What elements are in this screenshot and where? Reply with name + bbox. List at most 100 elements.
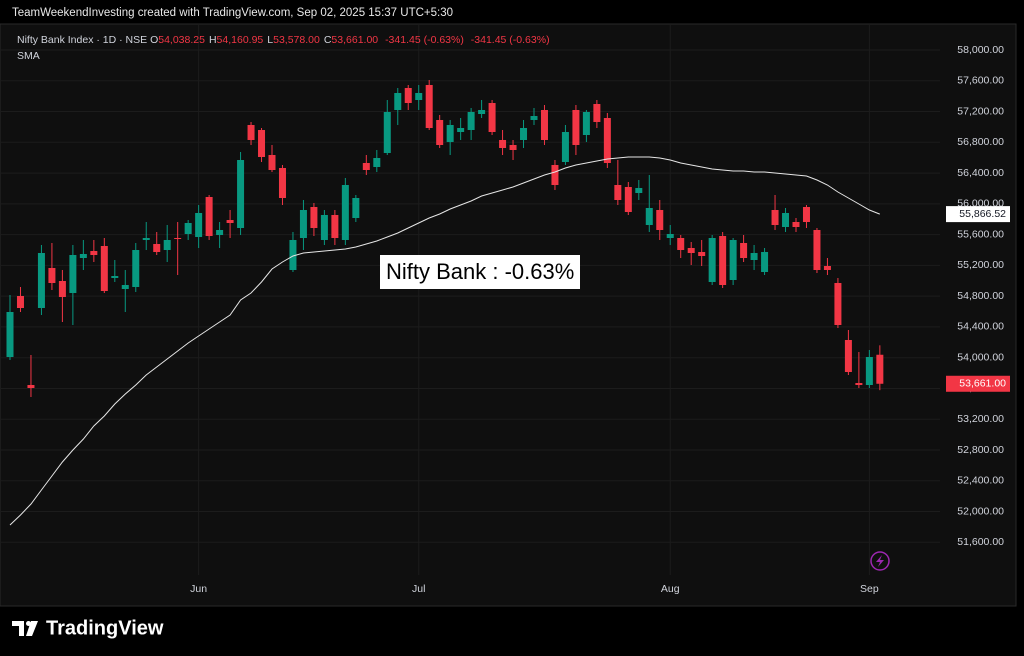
candle-body — [844, 340, 852, 372]
candle-body — [6, 312, 14, 357]
candle-body — [163, 240, 171, 250]
y-tick-label: 52,000.00 — [957, 505, 1004, 517]
candle-body — [195, 213, 203, 237]
candle-body — [635, 188, 643, 193]
candle-body — [855, 383, 863, 385]
y-tick-label: 58,000.00 — [957, 44, 1004, 56]
candle-body — [268, 155, 276, 170]
candle-body — [184, 223, 192, 234]
y-tick-label: 52,400.00 — [957, 475, 1004, 487]
header-text: TeamWeekendInvesting created with Tradin… — [12, 7, 453, 19]
candle-body — [320, 215, 328, 240]
ohlc-key: H — [208, 34, 217, 46]
y-tick-label: 56,800.00 — [957, 136, 1004, 148]
candle-body — [876, 354, 884, 384]
y-tick-label: 52,800.00 — [957, 444, 1004, 456]
candle-body — [499, 140, 507, 148]
candle-body — [289, 240, 297, 270]
candle-body — [593, 104, 601, 122]
ohlc-key: C — [323, 34, 332, 46]
candle-body — [509, 145, 517, 150]
x-tick-label: Aug — [661, 583, 680, 595]
candle-body — [457, 128, 465, 132]
candle-body — [153, 244, 161, 252]
x-tick-label: Jul — [412, 583, 425, 595]
y-tick-label: 54,800.00 — [957, 290, 1004, 302]
symbol: Nifty Bank Index · 1D · NSE — [17, 34, 148, 46]
chart-panel — [0, 23, 1017, 607]
ohlc-value: 53,661.00 — [331, 34, 379, 46]
candle-body — [436, 120, 444, 145]
candle-body — [79, 254, 87, 258]
candle-body — [561, 132, 569, 162]
ohlc-key: L — [267, 34, 274, 46]
candle-body — [782, 213, 790, 227]
candle-body — [698, 252, 706, 256]
candle-body — [100, 246, 108, 291]
legend-row: Nifty Bank Index · 1D · NSE O54,038.25 H5… — [17, 34, 554, 46]
candle-body — [90, 251, 98, 255]
x-tick-label: Sep — [860, 583, 879, 595]
candle-body — [331, 215, 339, 238]
candle-body — [446, 125, 454, 142]
candle-body — [520, 128, 528, 140]
candle-body — [802, 207, 810, 222]
candle-body — [677, 238, 685, 250]
candle-body — [865, 357, 873, 385]
alert-bolt — [876, 555, 884, 567]
ohlc-value: 53,578.00 — [273, 34, 320, 46]
sma-line — [9, 156, 880, 526]
candle-body — [383, 112, 391, 153]
ohlc: O54,038.25 H54,160.95 L53,578.00 C53,661.00 — [150, 34, 382, 46]
candle-body — [58, 281, 66, 297]
candle-body — [69, 255, 77, 293]
candle-body — [362, 163, 370, 170]
plot — [6, 80, 884, 526]
candle-body — [761, 252, 769, 272]
candle-body — [478, 110, 486, 114]
candle-body — [687, 248, 695, 253]
candle-body — [551, 165, 559, 185]
candle-body — [530, 116, 538, 120]
candle-body — [708, 238, 716, 282]
y-tick-label: 55,200.00 — [957, 259, 1004, 271]
candle-body — [488, 103, 496, 132]
candle-body — [394, 93, 402, 110]
candle-body — [352, 198, 360, 218]
candle-body — [247, 125, 255, 140]
candle-body — [226, 220, 234, 223]
candle-body — [624, 187, 632, 212]
y-tick-label: 56,400.00 — [957, 167, 1004, 179]
candle-body — [373, 158, 381, 167]
candle-body — [341, 185, 349, 240]
indicator-legend: SMA — [17, 50, 40, 62]
candle-body — [666, 234, 674, 238]
candle-body — [37, 253, 45, 308]
candle-body — [540, 110, 548, 140]
candle-body — [740, 243, 748, 258]
candle-body — [813, 230, 821, 270]
logo-text: TradingView — [46, 617, 164, 639]
candle-body — [415, 93, 423, 100]
ohlc-key: O — [150, 34, 159, 46]
candle-body — [258, 130, 266, 157]
y-tick-label: 51,600.00 — [957, 536, 1004, 548]
sma-price-box — [946, 206, 1010, 223]
candle-body — [48, 268, 56, 283]
alert-icon[interactable] — [870, 551, 890, 571]
candle-body — [278, 168, 286, 198]
candle-body — [205, 197, 213, 236]
candle-body — [425, 85, 433, 128]
candle-body — [729, 240, 737, 280]
y-tick-label: 55,600.00 — [957, 228, 1004, 240]
candle-body — [582, 112, 590, 135]
y-tick-label: 57,200.00 — [957, 105, 1004, 117]
candle-body — [132, 250, 140, 287]
candle-body — [174, 238, 182, 239]
candle-body — [792, 222, 800, 227]
y-tick-label: 54,400.00 — [957, 321, 1004, 333]
y-tick-label: 57,600.00 — [957, 75, 1004, 87]
ohlc-value: 54,038.25 — [158, 34, 205, 46]
logo-icon — [12, 621, 38, 636]
